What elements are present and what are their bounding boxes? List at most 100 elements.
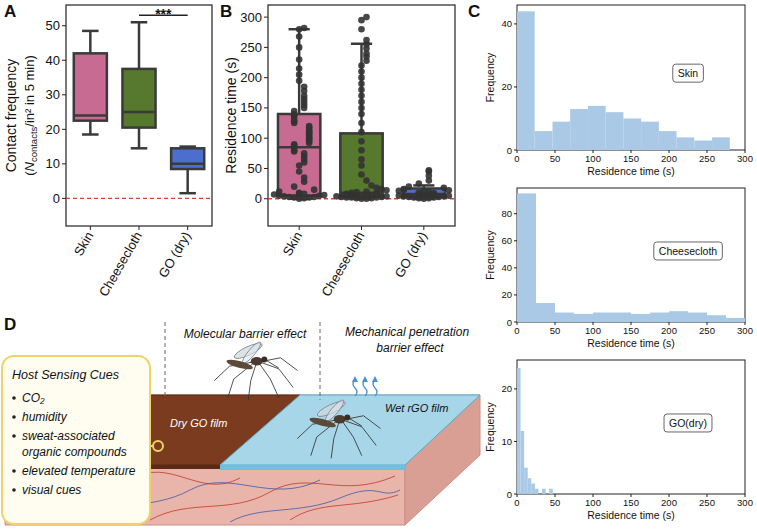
y-tick	[514, 23, 517, 24]
y-tick	[514, 86, 517, 87]
panel-tag-text: Cheesecloth	[659, 245, 718, 257]
data-point	[363, 188, 370, 195]
vessel	[150, 476, 395, 520]
axis-label-part: contacts	[28, 126, 39, 162]
y-tick-label: 40	[46, 53, 60, 68]
histogram-bar	[517, 11, 535, 150]
median	[74, 114, 107, 117]
mosquito-head	[344, 414, 350, 420]
data-point	[306, 123, 313, 130]
data-point	[291, 183, 298, 190]
data-point	[358, 26, 365, 33]
histogram-bar	[549, 489, 553, 494]
axis-label: (Ncontacts/in² in 5 min)	[22, 55, 39, 176]
x-tick-label: 50	[550, 497, 561, 508]
data-point	[441, 185, 448, 192]
data-point	[358, 120, 365, 127]
data-point	[406, 183, 413, 190]
y-tick	[264, 17, 268, 18]
y-tick	[264, 47, 268, 48]
data-point	[353, 189, 360, 196]
heading: Molecular barrier effect	[184, 327, 307, 341]
histogram-bar	[650, 313, 669, 322]
wet-rgo-film-edge	[220, 465, 405, 470]
y-tick-label: 20	[501, 383, 512, 394]
whisker	[89, 31, 92, 53]
histogram-bar	[531, 483, 535, 494]
y-tick	[264, 138, 268, 139]
x-tick-label: 0	[514, 325, 519, 336]
category-label: Cheesecloth	[318, 229, 367, 299]
film-label: Wet rGO film	[385, 402, 448, 414]
histogram-bar	[528, 478, 532, 494]
histogram-bar	[517, 368, 521, 494]
bullet	[12, 434, 16, 438]
mosquito-wing	[240, 340, 263, 365]
mosquito-proboscis	[349, 418, 362, 426]
y-tick-label: 10	[501, 436, 512, 447]
y-tick	[62, 198, 66, 199]
y-tick	[514, 267, 517, 268]
histogram-bar	[726, 318, 745, 322]
mosquito-wing	[323, 398, 346, 423]
y-tick	[514, 294, 517, 295]
data-point	[291, 141, 298, 148]
y-tick-label: 50	[248, 161, 262, 176]
histogram-bar	[521, 431, 525, 494]
data-point	[296, 56, 303, 63]
axis-label: Contact frequency	[3, 59, 19, 173]
histogram-bar	[593, 313, 612, 322]
data-point	[301, 174, 308, 181]
x-tick	[90, 226, 91, 230]
data-point	[358, 162, 365, 169]
histogram-bar	[535, 131, 553, 150]
data-point	[373, 191, 380, 198]
histogram-bar	[707, 315, 726, 322]
panel-tag: Skin	[673, 64, 704, 82]
y-tick-label: 30	[46, 87, 60, 102]
y-tick	[514, 322, 517, 323]
y-tick	[514, 441, 517, 442]
data-point	[363, 37, 370, 44]
y-tick	[62, 60, 66, 61]
histogram-bar	[524, 468, 528, 494]
x-tick-label: 200	[661, 153, 677, 164]
data-point	[358, 93, 365, 100]
data-point	[296, 168, 303, 175]
y-tick	[514, 388, 517, 389]
panel-label: B	[220, 2, 232, 21]
x-tick	[361, 226, 362, 230]
y-tick-label: 100	[240, 131, 262, 146]
histogram-bar	[555, 313, 574, 322]
axis-label: Frequency	[484, 229, 496, 279]
data-point	[301, 83, 308, 90]
histogram-bar	[612, 313, 631, 322]
data-point	[416, 180, 423, 187]
y-tick-label: 0	[53, 191, 60, 206]
histogram-bar	[659, 131, 677, 150]
vessel	[230, 490, 400, 522]
y-tick	[264, 77, 268, 78]
y-tick-label: 150	[240, 100, 262, 115]
vapor-arrow-head	[372, 376, 378, 382]
y-tick-label: 20	[501, 289, 512, 300]
data-point	[383, 193, 390, 200]
x-tick-label: 200	[661, 325, 677, 336]
x-tick	[423, 226, 424, 230]
histogram-bar	[574, 314, 593, 322]
data-point	[363, 177, 370, 184]
histogram-bar	[688, 313, 707, 322]
plot-area	[517, 11, 730, 150]
mosquito-leg	[341, 419, 377, 445]
y-tick	[62, 129, 66, 130]
data-point	[296, 189, 303, 196]
axis-label: Residence time (s)	[587, 337, 675, 349]
panel-tag-text: Skin	[678, 67, 699, 79]
whisker	[138, 22, 141, 69]
y-tick-label: 10	[46, 156, 60, 171]
panel-tag-box	[673, 64, 704, 82]
x-tick-label: 250	[699, 325, 715, 336]
y-tick	[514, 213, 517, 214]
x-tick-label: 250	[699, 497, 715, 508]
plot-frame	[517, 188, 745, 322]
